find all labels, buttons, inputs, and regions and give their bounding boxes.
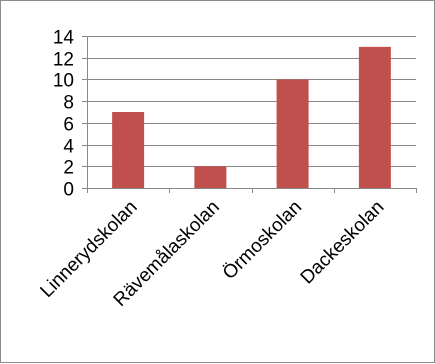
x-category-labels: LinnerydskolanRävemålaskolanÖrmoskolanDa… (36, 197, 388, 311)
bar (276, 79, 309, 188)
y-tick-label: 12 (53, 50, 74, 71)
bar (358, 46, 391, 188)
y-tick-label: 10 (53, 71, 74, 92)
y-tick-label: 2 (63, 158, 74, 179)
x-category-label: Örmoskolan (219, 197, 306, 284)
y-tick-label: 8 (63, 93, 74, 114)
bar (194, 166, 227, 188)
y-tick-label: 14 (53, 28, 75, 49)
x-category-label: Dackeskolan (297, 197, 389, 289)
bar (112, 112, 145, 188)
y-tick-label: 0 (63, 180, 74, 201)
y-tick-label: 4 (63, 137, 74, 158)
bars (112, 46, 391, 188)
axes (82, 36, 417, 193)
y-tick-label: 6 (63, 115, 74, 136)
